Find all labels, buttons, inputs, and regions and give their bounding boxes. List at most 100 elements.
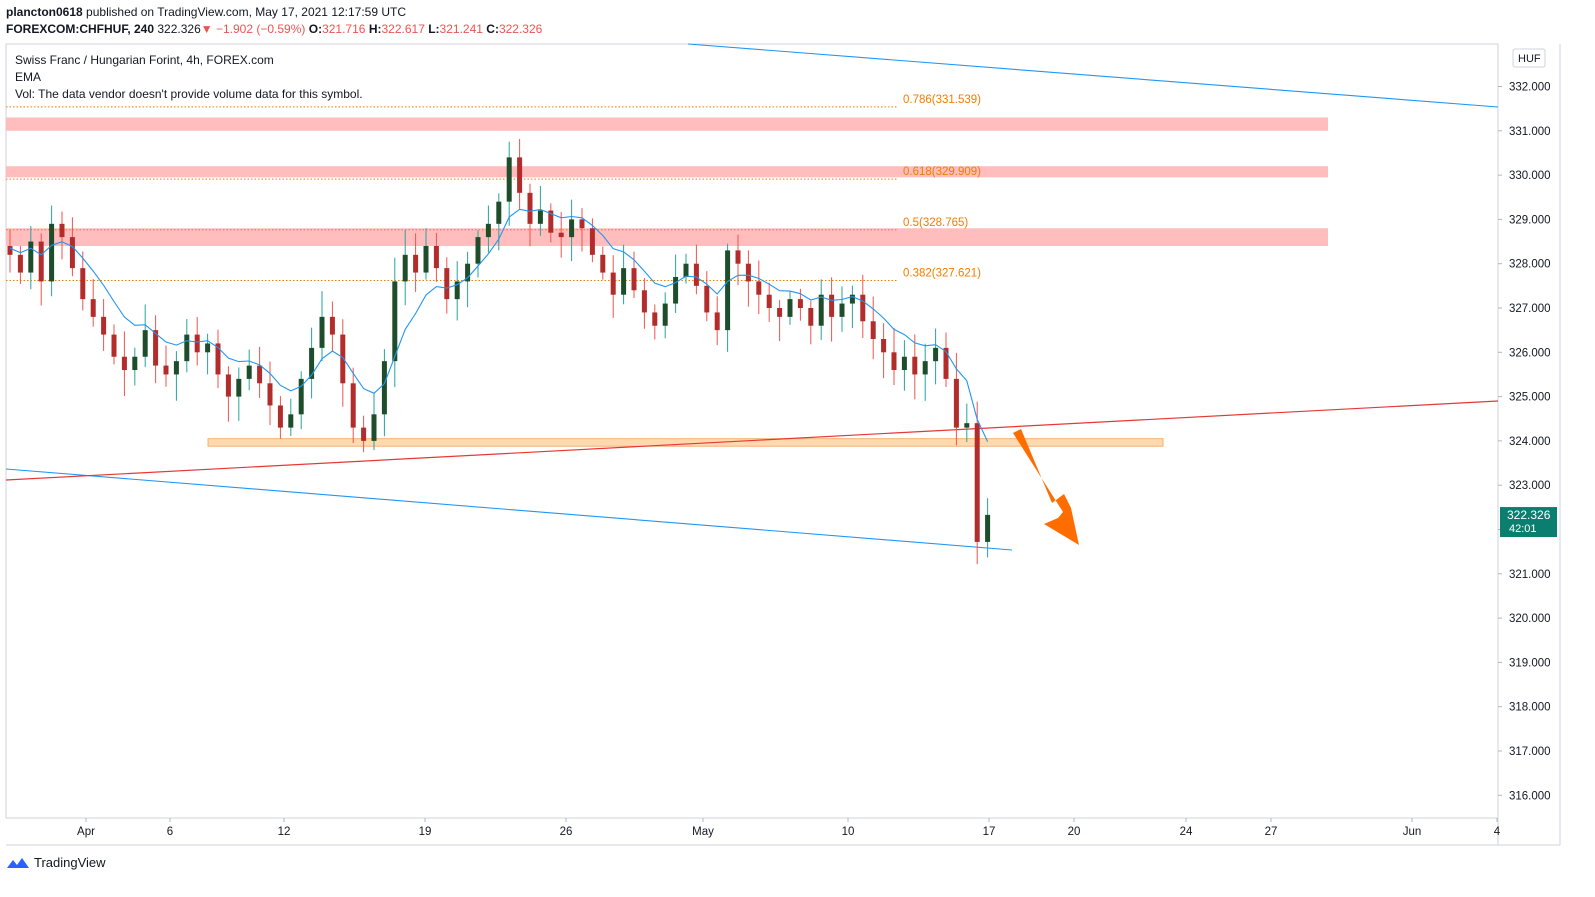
candle-body [881,339,887,353]
candle-body [454,281,460,300]
candle-down [558,211,564,258]
candle-up [173,351,179,401]
zone-red [6,166,1328,178]
candle-body [28,241,34,273]
candle-down [548,203,554,243]
candle-down [829,277,835,342]
candle-body [215,343,221,375]
plot-area [5,43,1499,819]
candle-down [350,367,356,444]
last-price: 322.326 [157,22,201,36]
candle-down [225,366,231,422]
candle-up [922,343,928,401]
y-tick-label: 326.000 [1509,347,1551,359]
candle-down [766,282,772,322]
candle-up [475,230,481,278]
tradingview-logo-icon [7,857,29,868]
candle-down [693,244,699,295]
candle-body [600,254,606,273]
candle-body [527,192,533,224]
last-price-tag [1500,507,1557,538]
candle-down [912,334,918,400]
candle-body [371,414,377,441]
candle-body [818,294,824,326]
candle-up [49,205,55,297]
candle-body [652,312,658,326]
footer-brand[interactable]: TradingView [6,855,106,870]
close-value: 322.326 [498,22,543,36]
candle-down [340,319,346,407]
candle-down [777,299,783,342]
change-arrow-icon: ▼ [200,22,213,36]
candle-body [444,268,450,300]
legend-volume[interactable]: Vol: The data vendor doesn't provide vol… [15,87,363,101]
candle-up [496,193,502,251]
y-tick-label: 324.000 [1509,436,1551,448]
y-tick-label: 331.000 [1509,126,1551,138]
candle-down [891,327,897,385]
candle-body [569,219,575,238]
zone-red [6,117,1328,131]
candle-body [340,334,346,384]
candle-body [465,263,471,282]
x-tick-label: 27 [1265,826,1278,838]
candle-body [777,308,783,317]
candle-body [49,223,55,282]
candle-body [808,308,814,326]
candle-up [132,347,138,386]
candle-body [413,254,419,273]
candle-body [402,254,408,282]
candle-down [267,361,273,426]
candle-body [121,356,127,371]
legend-title[interactable]: Swiss Franc / Hungarian Forint, 4h, FORE… [15,53,274,67]
candle-down [59,211,65,260]
candle-up [621,244,627,305]
candle-body [433,245,439,269]
candle-body [953,378,959,428]
x-tick-label: 19 [419,826,432,838]
candle-body [17,254,23,273]
candle-body [392,281,398,362]
lower-channel-line [5,468,1013,551]
candle-up [28,226,34,290]
ema-line [9,208,989,442]
candle-body [787,299,793,317]
x-tick-label: 24 [1180,826,1193,838]
x-tick-label: May [692,826,714,838]
candle-body [90,299,96,317]
candle-up [662,292,668,339]
chart-legend: Swiss Franc / Hungarian Forint, 4h, FORE… [15,52,363,103]
low-value: 321.241 [439,22,483,36]
fib-label: 0.382(327.621) [903,267,981,279]
legend-ema[interactable]: EMA [15,70,42,84]
zone-red [6,228,1328,246]
candle-down [444,257,450,314]
y-tick-label: 319.000 [1509,657,1551,669]
candle-down [153,315,159,384]
fib-label: 0.786(331.539) [903,94,981,106]
candle-down [579,208,585,252]
down-arrow-icon [1013,429,1079,545]
candle-down [361,415,367,453]
x-tick-label: 12 [278,826,291,838]
candle-down [881,323,887,379]
candle-body [714,312,720,331]
candle-body [829,294,835,317]
candle-up [236,367,242,421]
candle-up [933,328,939,385]
last-price-label: 322.326 [1507,508,1551,522]
candle-down [111,324,117,365]
candle-up [298,371,304,430]
candle-body [350,383,356,428]
candle-body [153,330,159,366]
x-tick-label: 10 [842,826,855,838]
y-tick-label: 323.000 [1509,480,1551,492]
x-tick-label: 6 [167,826,173,838]
candle-body [59,223,65,238]
author-name[interactable]: plancton0618 [6,5,83,19]
candle-down [80,251,86,311]
y-tick-label: 332.000 [1509,82,1551,94]
price-change: −1.902 (−0.59%) [215,22,306,36]
candle-body [132,356,138,371]
